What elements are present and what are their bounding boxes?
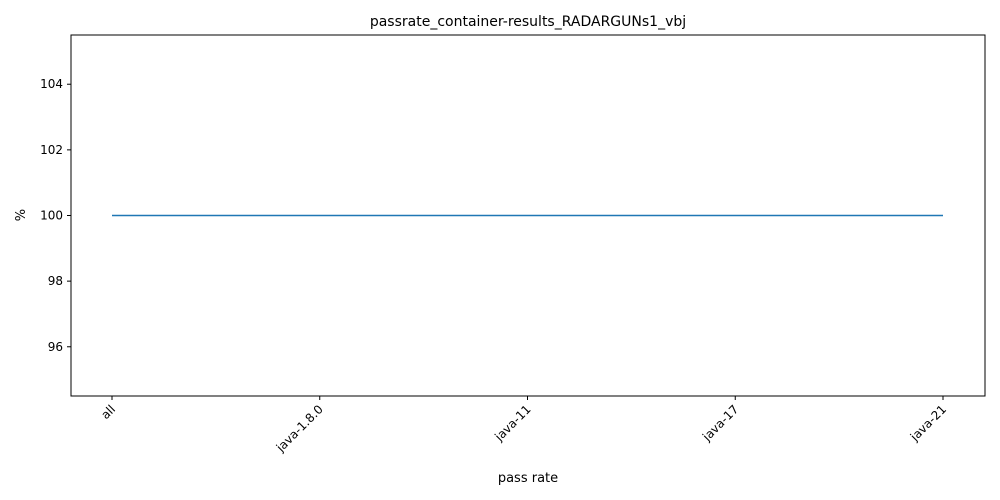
chart-title: passrate_container-results_RADARGUNs1_vb… — [370, 14, 686, 30]
y-tick-label: 100 — [40, 209, 63, 223]
y-axis-title: % — [14, 209, 29, 221]
x-tick-label: java-11 — [491, 402, 533, 444]
x-tick-label: java-1.8.0 — [273, 402, 326, 455]
x-axis-title: pass rate — [498, 471, 558, 486]
y-axis: 96 98 100 102 104 — [40, 77, 71, 354]
x-axis: all java-1.8.0 java-11 java-17 java-21 — [98, 396, 949, 455]
x-tick-label: all — [98, 402, 118, 422]
y-tick-label: 102 — [40, 143, 63, 157]
y-tick-label: 96 — [48, 340, 63, 354]
x-tick-label: java-17 — [699, 402, 741, 444]
x-tick-label: java-21 — [907, 402, 949, 444]
y-tick-label: 98 — [48, 274, 63, 288]
y-tick-label: 104 — [40, 77, 63, 91]
